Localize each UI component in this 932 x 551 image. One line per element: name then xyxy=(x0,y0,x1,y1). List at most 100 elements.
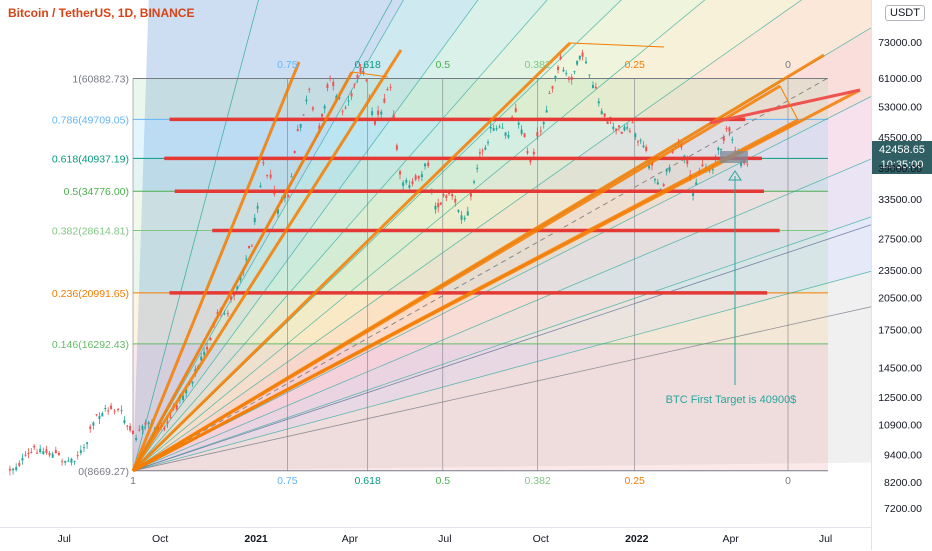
candle xyxy=(445,195,448,198)
candle xyxy=(86,442,89,445)
candle xyxy=(326,84,329,88)
candle xyxy=(686,159,689,165)
candle xyxy=(460,215,463,220)
candle xyxy=(223,313,226,315)
candle xyxy=(457,209,460,212)
candle xyxy=(226,313,229,315)
candle xyxy=(740,162,743,166)
candle xyxy=(526,151,529,154)
time-axis[interactable] xyxy=(0,527,871,551)
fan-ray xyxy=(132,65,932,472)
candle xyxy=(365,79,368,81)
candle xyxy=(138,429,141,431)
candle xyxy=(618,125,621,128)
candle xyxy=(320,113,323,117)
candle xyxy=(64,460,67,463)
candle xyxy=(117,409,120,411)
candle xyxy=(57,453,60,455)
candle xyxy=(645,146,648,151)
orange-fan-line xyxy=(131,61,301,472)
candle xyxy=(54,450,57,454)
candle xyxy=(216,312,219,314)
candle xyxy=(594,86,597,89)
candle xyxy=(536,132,539,137)
candle xyxy=(606,121,609,125)
candle xyxy=(395,145,398,150)
currency-badge[interactable]: USDT xyxy=(885,5,925,21)
candle xyxy=(639,140,642,142)
candle xyxy=(318,125,321,130)
candle xyxy=(82,447,85,449)
candle xyxy=(600,110,603,115)
candle xyxy=(311,107,314,110)
candle xyxy=(230,296,233,300)
fib-zone xyxy=(133,191,828,231)
candle xyxy=(520,129,523,134)
current-price-label: 42458.65 10:35:00 xyxy=(872,141,932,174)
candle xyxy=(559,56,562,60)
candle xyxy=(36,452,39,454)
candle xyxy=(662,184,665,187)
red-channel-top xyxy=(709,88,861,125)
candle xyxy=(95,414,98,416)
candle xyxy=(567,77,570,80)
candle xyxy=(634,133,637,138)
candle xyxy=(101,413,104,417)
candle xyxy=(141,426,144,430)
candle xyxy=(269,174,272,178)
candle xyxy=(296,129,299,131)
candle xyxy=(597,101,600,104)
price-axis[interactable] xyxy=(871,0,932,550)
candle xyxy=(341,111,344,113)
candle xyxy=(439,202,442,205)
candle xyxy=(653,179,656,181)
candle xyxy=(517,122,520,125)
candle xyxy=(648,165,651,169)
candle xyxy=(18,463,21,466)
candle xyxy=(113,410,116,412)
candle xyxy=(250,245,253,247)
candle xyxy=(420,174,423,178)
candle xyxy=(290,176,293,178)
candle xyxy=(585,61,588,64)
candle xyxy=(615,128,618,131)
candle xyxy=(405,180,408,183)
candle xyxy=(717,147,720,151)
candle xyxy=(650,162,653,166)
candle xyxy=(603,113,606,117)
candle xyxy=(492,128,495,131)
candle xyxy=(110,405,113,409)
candle xyxy=(554,75,557,80)
candle xyxy=(347,100,350,102)
candle xyxy=(377,110,380,115)
fan-ray xyxy=(132,0,706,472)
candle xyxy=(380,111,383,115)
fan-ray xyxy=(132,195,932,472)
candle xyxy=(695,182,698,185)
candle xyxy=(578,55,581,60)
candle xyxy=(287,195,290,198)
candle xyxy=(245,258,248,260)
candle xyxy=(424,163,427,167)
candle xyxy=(45,449,48,453)
candle xyxy=(144,422,147,425)
candle xyxy=(209,337,212,341)
bottom-mask xyxy=(0,470,871,527)
candle xyxy=(33,445,36,448)
candle xyxy=(104,408,107,410)
candle xyxy=(637,141,640,143)
fib-zone xyxy=(133,343,828,471)
candle xyxy=(656,182,659,185)
candle xyxy=(302,114,305,116)
candle xyxy=(514,108,517,112)
candle xyxy=(478,152,481,154)
candle xyxy=(356,74,359,79)
candle xyxy=(350,93,353,97)
candle xyxy=(623,126,626,131)
candle xyxy=(120,410,123,412)
candle xyxy=(191,381,194,384)
fib-zone xyxy=(133,78,828,120)
candle xyxy=(570,76,573,80)
candle xyxy=(411,181,414,185)
